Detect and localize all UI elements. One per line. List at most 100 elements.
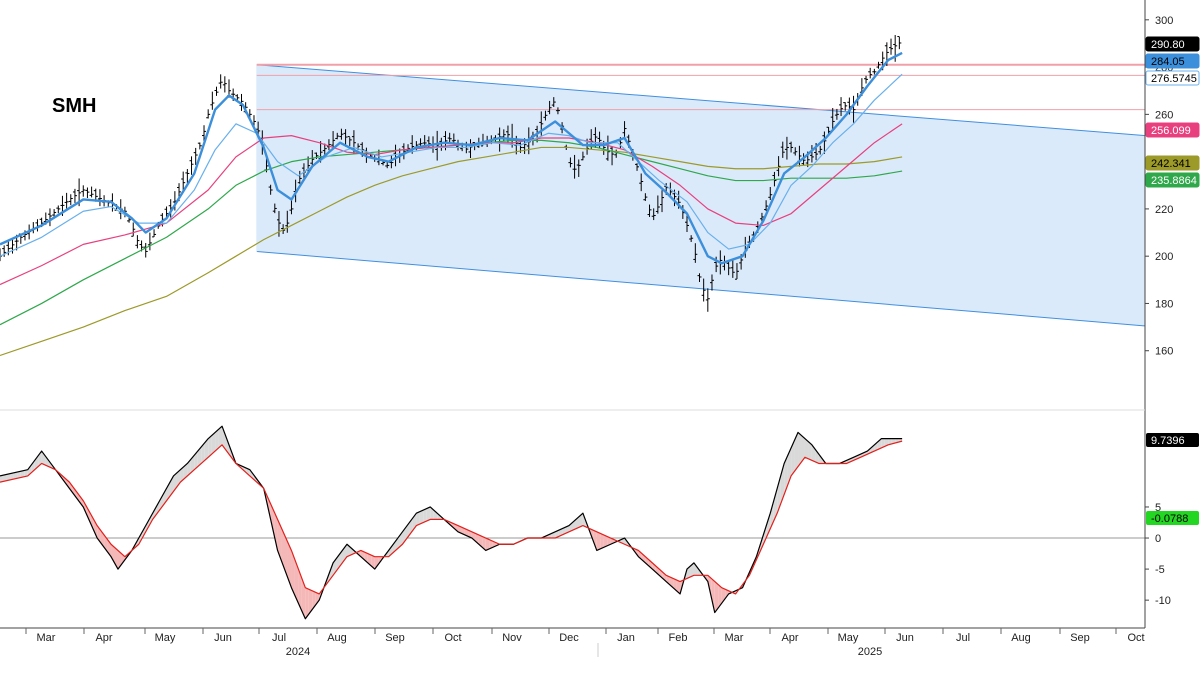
macd-histogram-fill xyxy=(145,519,150,532)
macd-histogram-fill xyxy=(13,472,18,480)
macd-histogram-fill xyxy=(818,454,823,464)
macd-histogram-fill xyxy=(270,503,275,535)
x-month-label: Oct xyxy=(444,632,461,644)
macd-histogram-fill xyxy=(433,510,438,520)
value-badge: 290.80 xyxy=(1145,36,1200,52)
value-badge-text: 276.5745 xyxy=(1151,73,1197,85)
value-badge-bg xyxy=(1145,172,1200,188)
macd-histogram-fill xyxy=(863,451,868,456)
macd-histogram-fill xyxy=(870,444,875,453)
x-month-label: Nov xyxy=(502,632,522,644)
macd-histogram-fill xyxy=(166,482,171,501)
x-month-label: Feb xyxy=(669,632,688,644)
macd-histogram-fill xyxy=(298,569,302,612)
macd-histogram-fill xyxy=(569,522,573,532)
macd-histogram-fill xyxy=(766,513,771,537)
macd-histogram-fill xyxy=(725,589,729,599)
macd-histogram-fill xyxy=(711,578,715,613)
x-month-label: Mar xyxy=(37,632,56,644)
macd-histogram-fill xyxy=(659,569,663,579)
macd-histogram-fill xyxy=(45,455,49,467)
x-month-label: Jun xyxy=(214,632,232,644)
macd-histogram-fill xyxy=(83,500,87,515)
macd-value-badge-bg xyxy=(1146,433,1199,447)
macd-value-badge: -0.0788 xyxy=(1146,511,1199,525)
macd-histogram-fill xyxy=(24,469,28,477)
macd-histogram-fill xyxy=(881,438,885,448)
macd-histogram-fill xyxy=(607,536,611,546)
price-y-tick-label: 200 xyxy=(1155,251,1173,263)
macd-value-badge: 9.7396 xyxy=(1146,433,1199,447)
macd-histogram-fill xyxy=(798,432,802,467)
macd-histogram-fill xyxy=(371,555,375,570)
macd-y-tick-label: -10 xyxy=(1155,595,1171,607)
value-badge-text: 284.05 xyxy=(1151,56,1185,68)
price-y-tick-label: 260 xyxy=(1155,109,1173,121)
ema-fast-line xyxy=(0,51,903,265)
macd-histogram-fill xyxy=(468,530,472,539)
macd-histogram-fill xyxy=(117,550,122,570)
ema-slow-line xyxy=(0,73,903,257)
price-y-tick-label: 160 xyxy=(1155,346,1173,358)
macd-histogram-fill xyxy=(485,538,490,551)
macd-histogram-fill xyxy=(197,446,202,467)
macd-histogram-fill xyxy=(471,531,476,542)
macd-histogram-fill xyxy=(183,463,188,480)
macd-histogram-fill xyxy=(593,530,597,551)
macd-histogram-fill xyxy=(641,553,646,563)
macd-histogram-fill xyxy=(222,426,226,450)
macd-histogram-fill xyxy=(714,581,719,613)
macd-histogram-fill xyxy=(6,473,11,481)
macd-histogram-fill xyxy=(454,524,458,532)
macd-histogram-fill xyxy=(426,506,431,521)
value-badge-text: 256.099 xyxy=(1151,125,1191,137)
x-year-label: 2024 xyxy=(286,646,310,658)
x-month-label: Oct xyxy=(1127,632,1144,644)
macd-histogram-fill xyxy=(652,562,656,573)
macd-histogram-fill xyxy=(156,500,160,515)
macd-value-badge-text: -0.0788 xyxy=(1151,513,1188,525)
macd-histogram-fill xyxy=(17,471,21,479)
x-month-label: Jan xyxy=(617,632,635,644)
macd-histogram-fill xyxy=(10,472,14,480)
macd-line xyxy=(0,425,903,620)
macd-panel xyxy=(0,425,1145,620)
channel-fill xyxy=(256,64,1145,326)
macd-histogram-fill xyxy=(884,438,889,447)
macd-histogram-fill xyxy=(281,527,285,570)
macd-histogram-fill xyxy=(804,438,809,459)
macd-histogram-fill xyxy=(201,442,205,464)
price-panel xyxy=(0,35,1146,357)
value-badge-text: 290.80 xyxy=(1151,39,1185,51)
macd-histogram-fill xyxy=(579,513,583,528)
macd-histogram-fill xyxy=(464,528,469,537)
x-month-label: May xyxy=(155,632,176,644)
macd-y-tick-label: 0 xyxy=(1155,533,1161,545)
macd-histogram-fill xyxy=(458,525,462,534)
x-month-label: Jul xyxy=(272,632,286,644)
macd-histogram-fill xyxy=(808,441,812,461)
value-badge: 235.8864 xyxy=(1145,172,1200,188)
ma200-line xyxy=(0,146,903,357)
macd-histogram-fill xyxy=(152,506,157,520)
channel-lower-line xyxy=(256,250,1146,327)
macd-histogram-fill xyxy=(215,429,219,452)
macd-histogram-fill xyxy=(763,524,767,545)
macd-histogram-fill xyxy=(3,474,7,482)
macd-histogram-fill xyxy=(308,589,313,615)
macd-histogram-fill xyxy=(138,531,143,545)
macd-histogram-fill xyxy=(784,455,788,495)
macd-histogram-fill xyxy=(20,470,25,478)
x-month-label: Apr xyxy=(95,632,112,644)
macd-histogram-fill xyxy=(225,435,229,455)
macd-histogram-fill xyxy=(791,440,795,476)
price-y-tick-label: 300 xyxy=(1155,15,1173,27)
signal-line xyxy=(0,440,903,595)
chart-title: SMH xyxy=(52,95,96,117)
x-month-label: May xyxy=(838,632,859,644)
value-badge: 256.099 xyxy=(1145,122,1200,138)
value-badge-bg xyxy=(1145,122,1200,138)
macd-histogram-fill xyxy=(565,525,570,534)
value-badge: 284.05 xyxy=(1145,53,1200,69)
